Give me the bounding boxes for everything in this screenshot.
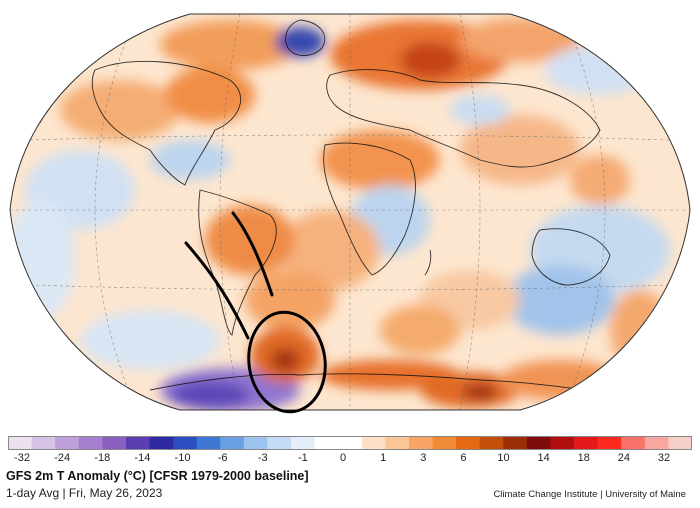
anomaly-field <box>10 14 690 410</box>
colorbar-tick-label: 1 <box>380 452 387 464</box>
colorbar-swatch <box>574 436 599 450</box>
annotation-stroke-left <box>184 241 250 340</box>
colorbar-tick-label: 3 <box>420 452 427 464</box>
global-anomaly-map <box>9 13 691 414</box>
colorbar-swatch <box>597 436 622 450</box>
colorbar-tick-label: 24 <box>617 452 630 464</box>
colorbar-swatch <box>8 436 33 450</box>
colorbar-swatch <box>78 436 103 450</box>
colorbar-swatch <box>267 436 292 450</box>
annotation-overlay <box>184 211 327 414</box>
credit-label: Climate Change Institute | University of… <box>493 489 686 500</box>
colorbar-swatch <box>668 436 692 450</box>
colorbar-tick-label: 6 <box>460 452 467 464</box>
colorbar-tick-label: -24 <box>54 452 71 464</box>
colorbar-tick-label: -32 <box>14 452 30 464</box>
colorbar-tick-label: -6 <box>217 452 228 464</box>
colorbar-swatch <box>338 436 363 450</box>
colorbar-swatch <box>432 436 457 450</box>
colorbar-swatch <box>31 436 56 450</box>
colorbar-swatch <box>314 436 339 450</box>
map-subtitle: 1-day Avg | Fri, May 26, 2023 <box>6 486 163 500</box>
colorbar-swatch <box>243 436 268 450</box>
colorbar-swatch <box>456 436 481 450</box>
annotation-circle <box>247 310 327 414</box>
colorbar-swatch <box>361 436 386 450</box>
colorbar-tick-label: -14 <box>134 452 151 464</box>
colorbar-tick-label: 14 <box>537 452 550 464</box>
colorbar-swatch <box>125 436 151 450</box>
colorbar-tick-label: -3 <box>257 452 268 464</box>
colorbar-border <box>8 436 692 450</box>
colorbar-swatch <box>173 436 198 450</box>
map-title: GFS 2m T Anomaly (°C) [CFSR 1979-2000 ba… <box>6 469 309 483</box>
colorbar-swatch <box>550 436 575 450</box>
colorbar-swatch <box>220 436 245 450</box>
colorbar-swatch <box>291 436 316 450</box>
colorbar-tick-label: 18 <box>577 452 590 464</box>
colorbar-swatch <box>149 436 174 450</box>
colorbar-tick-label: 0 <box>339 452 347 464</box>
colorbar-swatch <box>408 436 434 450</box>
colorbar-swatch <box>102 436 127 450</box>
colorbar-swatch <box>621 436 646 450</box>
colorbar-tick-label: 32 <box>657 452 671 464</box>
continent-outlines <box>91 19 611 393</box>
annotation-stroke-right <box>231 211 274 297</box>
colorbar-swatch <box>644 436 669 450</box>
colorbar-swatch <box>479 436 504 450</box>
graticule <box>10 14 690 410</box>
colorbar-swatch <box>196 436 221 450</box>
colorbar-swatch <box>385 436 410 450</box>
colorbar-swatch <box>526 436 551 450</box>
colorbar-tick-label: -1 <box>297 452 308 464</box>
colorbar-ticks: -32 -24 -18 -14 -10 -6 -3 -1 0 1 3 6 10 14 18 24 32 <box>0 452 700 466</box>
colorbar-tick-label: 10 <box>497 452 510 464</box>
colorbar-swatch <box>503 436 528 450</box>
colorbar-swatch <box>55 436 80 450</box>
globe-outline <box>9 13 691 411</box>
colorbar <box>8 436 692 450</box>
colorbar-tick-label: -18 <box>94 452 111 464</box>
colorbar-tick-label: -10 <box>174 452 191 464</box>
